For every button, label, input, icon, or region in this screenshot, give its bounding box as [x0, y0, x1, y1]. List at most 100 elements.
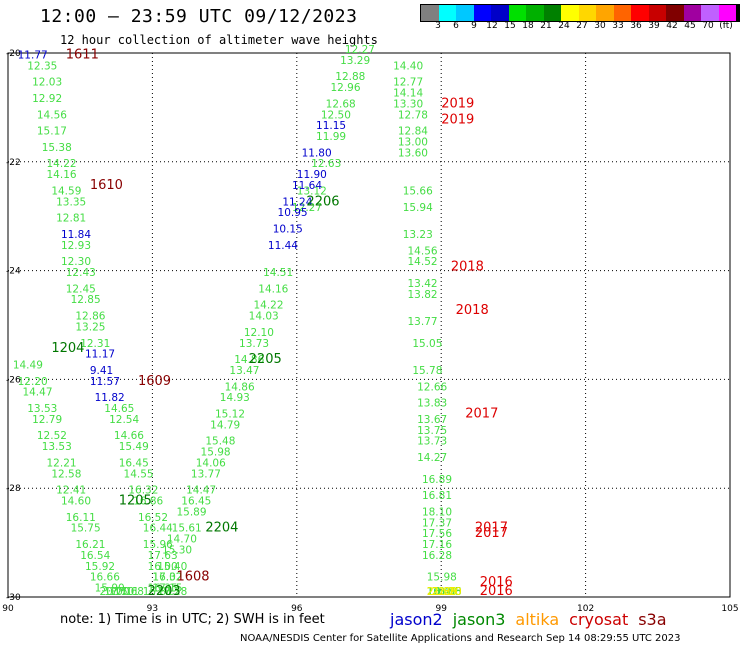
- swh-value: 11.64: [292, 180, 322, 192]
- swh-value: 16.28: [422, 550, 452, 562]
- swh-value: 15.96: [143, 539, 173, 551]
- satellite-name: altika: [515, 610, 560, 629]
- swh-value: 14.22: [253, 300, 283, 312]
- swh-value: 20.55: [432, 586, 462, 598]
- swh-value: 14.66: [114, 430, 144, 442]
- pass-number: 1611: [66, 47, 99, 62]
- swh-value: 12.03: [32, 77, 62, 89]
- swh-value: 12.30: [61, 256, 91, 268]
- swh-value: 13.00: [398, 136, 428, 148]
- swh-value: 21.10: [432, 586, 462, 598]
- swh-value: 10.95: [278, 207, 308, 219]
- swh-value: 13.82: [408, 289, 438, 301]
- swh-value: 12.54: [109, 414, 139, 426]
- swh-value: 15.98: [427, 572, 457, 584]
- pass-number: 2205: [249, 352, 282, 367]
- legend-label: 18: [522, 21, 534, 31]
- swh-value: 12.77: [393, 77, 423, 89]
- legend-swatch: [543, 5, 561, 21]
- swh-value: 16.52: [138, 512, 168, 524]
- swh-value: 21.09: [427, 586, 457, 598]
- swh-value: 16.45: [181, 496, 211, 508]
- swh-value: 14.27: [417, 452, 447, 464]
- pass-number: 2204: [205, 521, 238, 536]
- swh-value: 15.61: [172, 523, 202, 535]
- swh-value: 12.63: [311, 158, 341, 170]
- swh-value: 12.27: [292, 202, 322, 214]
- swh-value: 14.40: [393, 60, 423, 72]
- swh-value: 16.86: [133, 496, 163, 508]
- pass-number: 2016: [480, 584, 513, 599]
- swh-value: 12.27: [345, 44, 375, 56]
- swh-value: 12.35: [27, 60, 57, 72]
- swh-value: 14.47: [22, 387, 52, 399]
- swh-value: 12.43: [66, 267, 96, 279]
- swh-value: 15.17: [37, 126, 67, 138]
- swh-value: 16.11: [66, 512, 96, 524]
- legend-label: 27: [576, 21, 588, 31]
- swh-value: 17.37: [422, 517, 452, 529]
- satellite-name: s3a: [638, 610, 667, 629]
- swh-value: 12.21: [47, 457, 77, 469]
- swh-value: 14.06: [196, 457, 226, 469]
- pass-number: 2018: [451, 260, 484, 275]
- swh-value: 20.48: [427, 586, 457, 598]
- legend-swatch: [508, 5, 526, 21]
- pass-number: 2016: [480, 575, 513, 590]
- swh-value: 14.52: [408, 256, 438, 268]
- swh-value: 14.22: [47, 158, 77, 170]
- swh-value: 16.45: [119, 457, 149, 469]
- legend-swatch: [596, 5, 614, 21]
- swh-value: 16.44: [143, 523, 173, 535]
- swh-value: 13.67: [417, 414, 447, 426]
- swh-value: 11.77: [18, 49, 48, 61]
- legend-swatch: [456, 5, 474, 21]
- swh-value: 13.83: [417, 398, 447, 410]
- swh-value: 11.24: [282, 196, 312, 208]
- legend-swatch: [648, 5, 666, 21]
- plot-frame: [7, 52, 731, 598]
- legend-label: 70: [702, 21, 714, 31]
- swh-value: 10.15: [273, 224, 303, 236]
- x-tick-label: 99: [435, 604, 447, 612]
- swh-value: 17.50: [104, 586, 134, 598]
- swh-value: 17.68: [114, 586, 144, 598]
- y-tick-label: -22: [6, 158, 21, 168]
- swh-value: 13.47: [229, 365, 259, 377]
- swh-value: 11.90: [297, 169, 327, 181]
- legend-swatch: [491, 5, 509, 21]
- legend-label: 6: [453, 21, 459, 31]
- swh-value: 15.78: [412, 365, 442, 377]
- swh-value: 16.54: [80, 550, 110, 562]
- x-tick-label: 93: [147, 604, 158, 612]
- swh-value: 11.15: [316, 120, 346, 132]
- swh-value: 16.21: [75, 539, 105, 551]
- swh-value: 14.59: [51, 185, 81, 197]
- swh-value: 9.41: [90, 365, 113, 377]
- swh-value: 14.16: [47, 169, 77, 181]
- satellite-name: jason3: [452, 610, 506, 629]
- pass-number: 2017: [465, 406, 498, 421]
- swh-value: 12.58: [51, 468, 81, 480]
- pass-number: 1608: [176, 570, 209, 585]
- swh-value: 15.89: [176, 506, 206, 518]
- chart-title: 12:00 — 23:59 UTC 09/12/2023: [40, 6, 358, 27]
- swh-value: 12.66: [417, 381, 447, 393]
- swh-value: 14.56: [37, 109, 67, 121]
- swh-value: 12.50: [321, 109, 351, 121]
- swh-value: 16.89: [427, 586, 457, 598]
- legend-label: 15: [504, 21, 516, 31]
- swh-value: 14.86: [234, 354, 264, 366]
- swh-value: 21.85: [427, 586, 457, 598]
- swh-value: 16.35: [148, 583, 178, 595]
- swh-value: 14.60: [61, 496, 91, 508]
- swh-value: 14.14: [393, 88, 423, 100]
- swh-value: 14.16: [258, 283, 288, 295]
- swh-value: 12.81: [56, 213, 86, 225]
- pass-number: 2203: [148, 584, 181, 599]
- y-tick-label: -26: [6, 375, 21, 385]
- legend-label: 33: [612, 21, 624, 31]
- swh-value: 15.75: [71, 523, 101, 535]
- swh-value: 13.30: [393, 98, 423, 110]
- swh-value: 21.26: [427, 586, 457, 598]
